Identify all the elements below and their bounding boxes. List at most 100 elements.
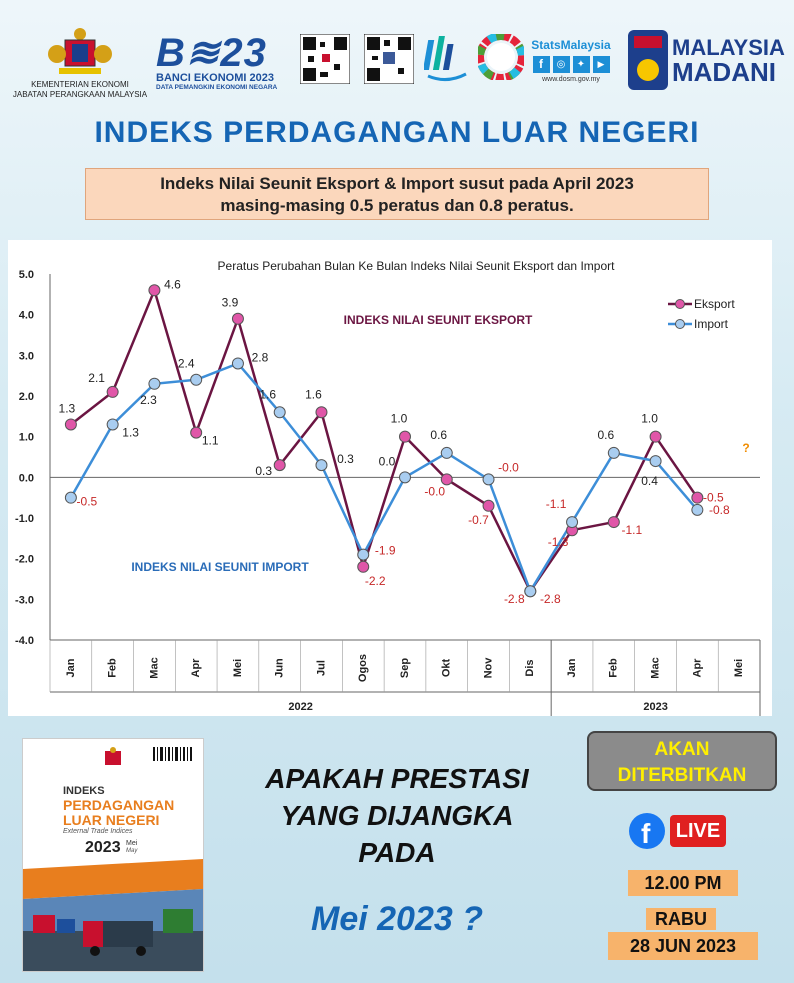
cover-month: Mei xyxy=(126,840,138,847)
y-tick-label: -4.0 xyxy=(15,635,34,647)
x-tick-label: Mac xyxy=(649,657,661,678)
census-tagline: DATA PEMANGKIN EKONOMI NEGARA xyxy=(156,84,278,91)
data-point-import xyxy=(482,473,495,486)
qr-code-facebook-icon[interactable] xyxy=(364,34,414,84)
data-point-import xyxy=(691,503,704,516)
census-logo: B≋23 BANCI EKONOMI 2023 DATA PEMANGKIN E… xyxy=(156,30,286,102)
data-label-import: 2.3 xyxy=(140,393,157,407)
data-point-import xyxy=(440,446,453,459)
badge-line2: DITERBITKAN xyxy=(617,765,747,786)
legend-label-eksport: Eksport xyxy=(694,297,735,311)
cover-title1: INDEKS xyxy=(63,785,105,797)
headline-line1: Indeks Nilai Seunit Eksport & Import sus… xyxy=(160,174,634,193)
data-label-import: -1.1 xyxy=(546,497,567,511)
chart-title: Peratus Perubahan Bulan Ke Bulan Indeks … xyxy=(218,259,616,273)
cover-photo-image xyxy=(23,859,203,971)
year-label: 2022 xyxy=(288,701,312,713)
qr-code-icon[interactable] xyxy=(300,34,350,84)
instagram-icon[interactable]: ◎ xyxy=(552,56,570,73)
twitter-icon[interactable]: ✦ xyxy=(572,56,590,73)
data-label-import: 1.3 xyxy=(122,425,139,439)
barcode-icon xyxy=(153,747,192,761)
data-point-import xyxy=(190,373,203,386)
data-label-import: 0.0 xyxy=(379,454,396,468)
data-label-eksport: 1.6 xyxy=(305,387,322,401)
x-tick-label: Mei xyxy=(232,659,244,677)
data-label-eksport: -1.3 xyxy=(548,535,569,549)
data-point-eksport xyxy=(649,430,662,443)
cover-month-en: May xyxy=(126,848,138,854)
madani-emblem-icon xyxy=(628,30,668,90)
x-tick-label: Sep xyxy=(399,658,411,678)
pending-question-mark: ? xyxy=(742,441,749,455)
data-point-import xyxy=(231,357,244,370)
data-label-eksport: 0.3 xyxy=(255,464,272,478)
data-point-import xyxy=(273,406,286,419)
event-date: 28 JUN 2023 xyxy=(608,932,758,960)
series-line-import xyxy=(69,361,699,595)
data-point-eksport xyxy=(440,473,453,486)
badge-line1: AKAN xyxy=(654,739,710,760)
facebook-icon[interactable]: f xyxy=(532,56,550,73)
data-point-eksport xyxy=(106,385,119,398)
event-time: 12.00 PM xyxy=(628,870,738,896)
headline-line2: masing-masing 0.5 peratus dan 0.8 peratu… xyxy=(220,196,574,215)
y-tick-label: -2.0 xyxy=(15,554,34,566)
promo-line2: YANG DIJANGKA xyxy=(280,800,514,831)
madani-wordmark: MALAYSIA MADANI xyxy=(672,36,785,86)
page-title: INDEKS PERDAGANGAN LUAR NEGERI xyxy=(94,116,700,149)
data-label-eksport: -2.8 xyxy=(504,592,525,606)
cover-subtitle: External Trade Indices xyxy=(63,828,133,835)
y-tick-label: 4.0 xyxy=(19,310,34,322)
facebook-live[interactable]: f LIVE xyxy=(628,812,738,852)
data-label-import: -0.5 xyxy=(77,495,98,509)
x-tick-label: Dis xyxy=(524,659,536,676)
data-label-import: -2.8 xyxy=(540,592,561,606)
event-day: RABU xyxy=(646,908,716,930)
stats-url[interactable]: www.dosm.gov.my xyxy=(542,76,600,83)
x-tick-label: Nov xyxy=(482,657,494,679)
legend-marker-import xyxy=(675,319,685,329)
promo-question: APAKAH PRESTASI YANG DIJANGKA PADA xyxy=(212,760,582,871)
x-tick-label: Feb xyxy=(608,658,620,678)
x-tick-label: Ogos xyxy=(357,654,369,682)
chart-panel: Peratus Perubahan Bulan Ke Bulan Indeks … xyxy=(8,240,772,716)
live-badge: LIVE xyxy=(670,815,726,847)
export-annotation: INDEKS NILAI SEUNIT EKSPORT xyxy=(344,313,533,327)
data-label-import: 0.6 xyxy=(597,428,614,442)
youtube-icon[interactable]: ▶ xyxy=(592,56,610,73)
data-point-import xyxy=(649,455,662,468)
data-label-import: 0.4 xyxy=(641,474,658,488)
data-label-import: -0.0 xyxy=(498,460,519,474)
promo-line1: APAKAH PRESTASI xyxy=(265,763,529,794)
data-point-eksport xyxy=(64,418,77,431)
y-tick-label: -1.0 xyxy=(15,513,34,525)
x-tick-label: Okt xyxy=(441,658,453,677)
y-tick-label: 0.0 xyxy=(19,472,34,484)
data-point-import xyxy=(607,446,620,459)
publication-cover[interactable]: INDEKS PERDAGANGAN LUAR NEGERI External … xyxy=(22,738,204,972)
data-label-eksport: 3.9 xyxy=(222,296,239,310)
data-point-import xyxy=(148,377,161,390)
data-label-import: 2.8 xyxy=(252,350,269,364)
x-tick-label: Feb xyxy=(107,658,119,678)
data-point-eksport xyxy=(607,516,620,529)
data-label-import: -0.8 xyxy=(709,503,730,517)
legend-marker-eksport xyxy=(675,299,685,309)
facebook-live-icon[interactable]: f xyxy=(628,812,666,850)
promo-month: Mei 2023 ? xyxy=(311,900,483,938)
census-logo-text: BANCI EKONOMI 2023 xyxy=(156,72,274,84)
series-line-eksport xyxy=(70,286,699,594)
data-point-import xyxy=(357,548,370,561)
svg-text:f: f xyxy=(641,818,651,849)
data-label-eksport: 1.3 xyxy=(59,401,76,415)
data-label-eksport: -0.5 xyxy=(703,491,724,505)
data-point-import xyxy=(64,491,77,504)
x-tick-label: Mei xyxy=(733,659,745,677)
legend-label-import: Import xyxy=(694,317,729,331)
x-tick-label: Apr xyxy=(691,658,703,678)
cover-title2: PERDAGANGAN xyxy=(63,797,175,813)
data-point-import xyxy=(106,418,119,431)
cover-crest-icon xyxy=(105,747,121,765)
data-point-eksport xyxy=(399,430,411,443)
